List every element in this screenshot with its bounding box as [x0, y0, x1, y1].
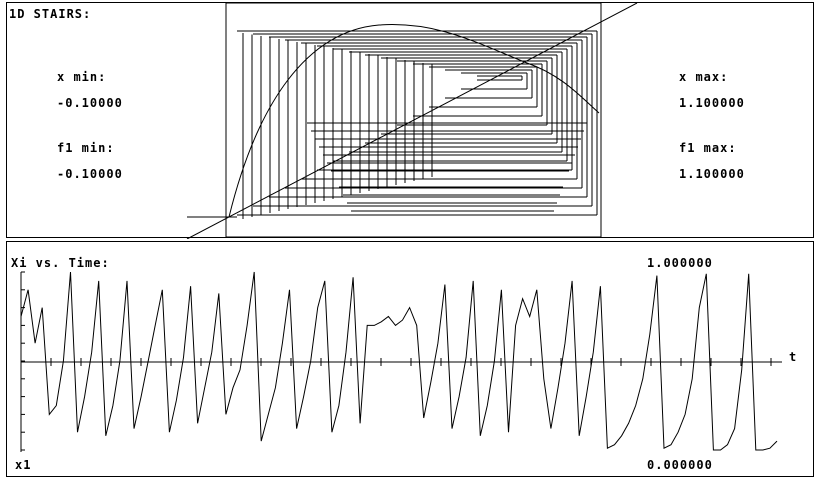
time-series-plot [20, 271, 782, 452]
f1-min-label: f1 min: [57, 141, 115, 155]
stairs-panel: 1D STAIRS: x min: -0.10000 f1 min: -0.10… [6, 2, 814, 239]
x-max-label: x max: [679, 70, 729, 84]
y-min-value: 0.000000 [647, 458, 713, 472]
f1-max-value: 1.100000 [679, 167, 745, 181]
time-series-title: Xi vs. Time: [11, 256, 110, 270]
x-max-value: 1.100000 [679, 96, 745, 110]
x-min-label: x min: [57, 70, 107, 84]
series-label: x1 [15, 458, 32, 472]
cobweb-plot [186, 3, 638, 239]
stairs-title: 1D STAIRS: [9, 7, 92, 21]
cobweb-lines [237, 30, 598, 219]
t-axis-label: t [789, 350, 798, 364]
diagonal-line [186, 3, 638, 239]
y-ticks [21, 271, 25, 451]
t-ticks [50, 358, 772, 366]
y-max-value: 1.000000 [647, 256, 713, 270]
f1-max-label: f1 max: [679, 141, 737, 155]
time-series-panel: Xi vs. Time: 1.000000 0.000000 t x1 [6, 241, 814, 477]
x-min-value: -0.10000 [57, 96, 123, 110]
cobweb-frame [225, 3, 602, 238]
x1-series-line [20, 271, 778, 451]
f1-min-value: -0.10000 [57, 167, 123, 181]
